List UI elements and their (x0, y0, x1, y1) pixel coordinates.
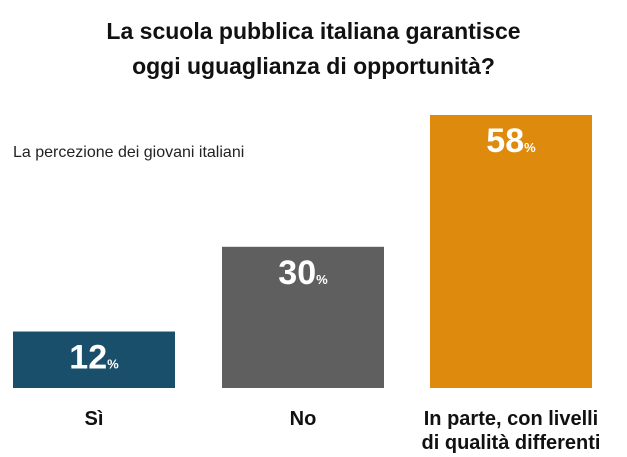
category-label-3: In parte, con livelli di qualità differen… (422, 408, 601, 454)
bar-value-label-1: 12% (69, 339, 119, 377)
title-line-2: oggi uguaglianza di opportunità? (132, 53, 495, 79)
chart-title: La scuola pubblica italiana garantisce o… (0, 14, 627, 84)
bar-value-label-3: 58% (486, 122, 536, 160)
title-line-1: La scuola pubblica italiana garantisce (106, 18, 521, 44)
bar-1 (13, 331, 175, 388)
bar-3 (430, 115, 592, 388)
category-label-1: Sì (85, 408, 104, 430)
bar-2 (222, 246, 384, 388)
category-label-2: No (290, 408, 317, 430)
bar-value-label-2: 30% (278, 254, 328, 292)
chart-subtitle: La percezione dei giovani italiani (13, 144, 245, 161)
